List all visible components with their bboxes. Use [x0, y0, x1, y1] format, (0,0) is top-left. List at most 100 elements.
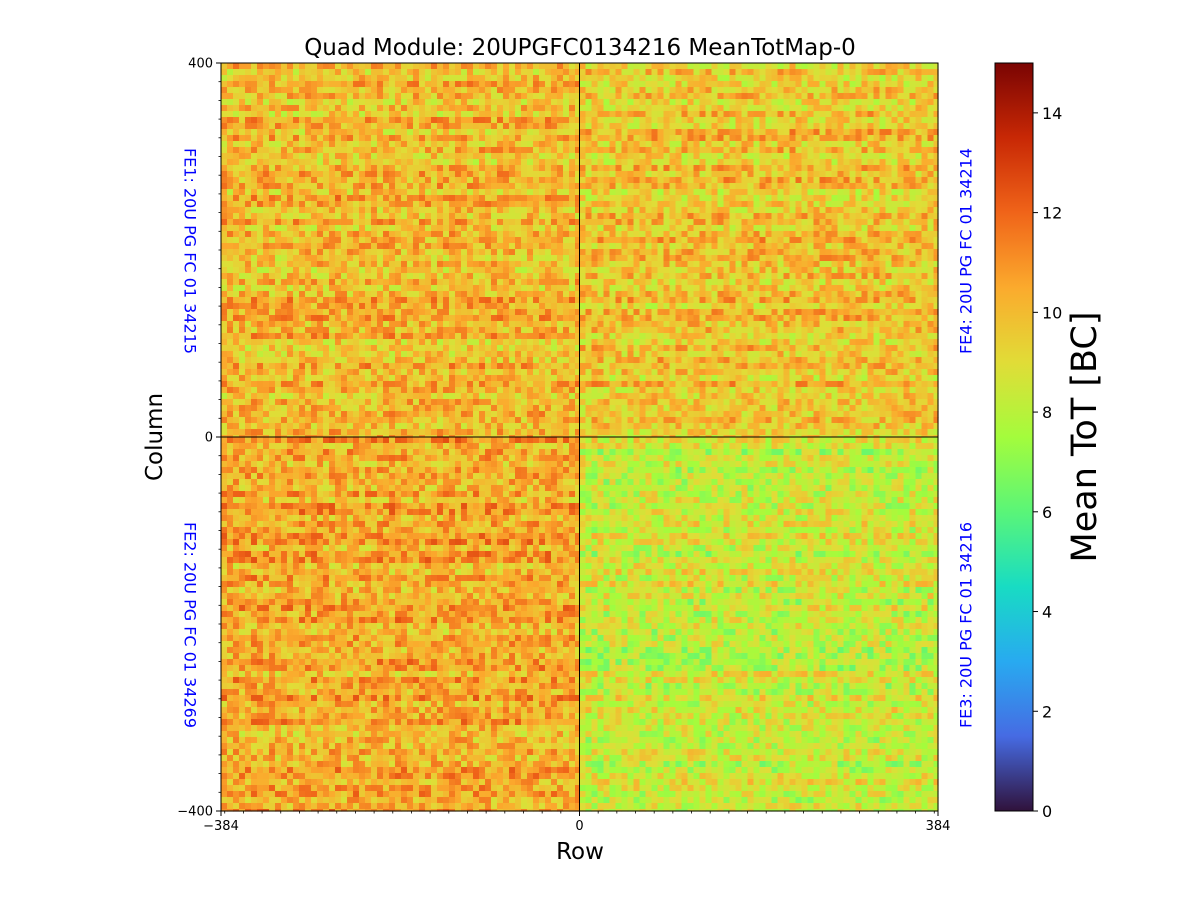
heatmap-cell: [575, 393, 581, 400]
heatmap-cell: [521, 261, 528, 268]
heatmap-cell: [359, 237, 366, 244]
heatmap-cell: [801, 123, 809, 130]
heatmap-cell: [305, 375, 312, 382]
heatmap-cell: [461, 123, 468, 130]
heatmap-cell: [233, 261, 240, 268]
heatmap-cell: [317, 291, 324, 298]
heatmap-cell: [885, 99, 893, 106]
heatmap-cell: [515, 285, 522, 292]
heatmap-cell: [347, 351, 354, 358]
heatmap-cell: [753, 165, 761, 172]
heatmap-cell: [461, 363, 468, 370]
heatmap-cell: [293, 411, 300, 418]
heatmap-cell: [287, 93, 294, 100]
heatmap-cell: [281, 393, 288, 400]
heatmap-cell: [413, 177, 420, 184]
heatmap-cell: [927, 123, 935, 130]
heatmap-cell: [503, 255, 510, 262]
heatmap-cell: [437, 69, 444, 76]
heatmap-cell: [317, 129, 324, 136]
heatmap-cell: [371, 231, 378, 238]
heatmap-cell: [341, 111, 348, 118]
heatmap-cell: [251, 165, 258, 172]
heatmap-cell: [503, 249, 510, 256]
heatmap-cell: [425, 285, 432, 292]
heatmap-cell: [509, 195, 516, 202]
heatmap-cell: [275, 327, 282, 334]
heatmap-cell: [275, 201, 282, 208]
heatmap-cell: [885, 105, 893, 112]
heatmap-cell: [257, 285, 264, 292]
heatmap-cell: [753, 69, 761, 76]
heatmap-cell: [299, 249, 306, 256]
heatmap-cell: [783, 99, 791, 106]
heatmap-cell: [575, 237, 581, 244]
heatmap-cell: [227, 111, 234, 118]
heatmap-cell: [299, 303, 306, 310]
heatmap-cell: [239, 345, 246, 352]
heatmap-cell: [413, 87, 420, 94]
heatmap-cell: [263, 243, 270, 250]
heatmap-cell: [239, 117, 246, 124]
heatmap-cell: [575, 279, 581, 286]
heatmap-cell: [657, 135, 665, 142]
heatmap-cell: [341, 261, 348, 268]
heatmap-cell: [431, 429, 438, 436]
heatmap-cell: [539, 279, 546, 286]
heatmap-cell: [377, 225, 384, 232]
heatmap-cell: [615, 69, 623, 76]
heatmap-cell: [269, 93, 276, 100]
heatmap-cell: [533, 93, 540, 100]
heatmap-cell: [747, 63, 755, 70]
heatmap-cell: [633, 81, 641, 88]
heatmap-cell: [915, 171, 923, 178]
heatmap-cell: [639, 63, 647, 70]
heatmap-cell: [759, 111, 767, 118]
heatmap-cell: [563, 237, 570, 244]
heatmap-cell: [365, 297, 372, 304]
heatmap-cell: [729, 147, 737, 154]
heatmap-cell: [239, 201, 246, 208]
heatmap-cell: [407, 315, 414, 322]
heatmap-cell: [287, 141, 294, 148]
heatmap-cell: [591, 129, 599, 136]
heatmap-cell: [681, 129, 689, 136]
heatmap-cell: [569, 201, 576, 208]
heatmap-cell: [287, 135, 294, 142]
heatmap-cell: [233, 273, 240, 280]
heatmap-cell: [419, 213, 426, 220]
heatmap-cell: [575, 81, 581, 88]
heatmap-cell: [801, 159, 809, 166]
heatmap-cell: [233, 117, 240, 124]
heatmap-cell: [383, 327, 390, 334]
heatmap-cell: [539, 327, 546, 334]
heatmap-cell: [371, 111, 378, 118]
heatmap-cell: [437, 351, 444, 358]
heatmap-cell: [873, 147, 881, 154]
heatmap-cell: [527, 243, 534, 250]
heatmap-cell: [479, 387, 486, 394]
heatmap-cell: [335, 93, 342, 100]
heatmap-cell: [395, 339, 402, 346]
heatmap-cell: [299, 81, 306, 88]
heatmap-cell: [335, 135, 342, 142]
heatmap-cell: [497, 351, 504, 358]
heatmap-cell: [431, 87, 438, 94]
heatmap-cell: [585, 99, 593, 106]
heatmap-cell: [657, 147, 665, 154]
heatmap-cell: [461, 249, 468, 256]
heatmap-cell: [317, 207, 324, 214]
heatmap-cell: [455, 183, 462, 190]
heatmap-cell: [467, 273, 474, 280]
heatmap-cell: [783, 93, 791, 100]
heatmap-cell: [557, 219, 564, 226]
heatmap-cell: [359, 435, 366, 438]
heatmap-cell: [353, 231, 360, 238]
heatmap-cell: [257, 363, 264, 370]
heatmap-cell: [545, 177, 552, 184]
heatmap-cell: [891, 123, 899, 130]
heatmap-cell: [353, 105, 360, 112]
heatmap-cell: [329, 267, 336, 274]
heatmap-cell: [825, 171, 833, 178]
heatmap-cell: [813, 153, 821, 160]
